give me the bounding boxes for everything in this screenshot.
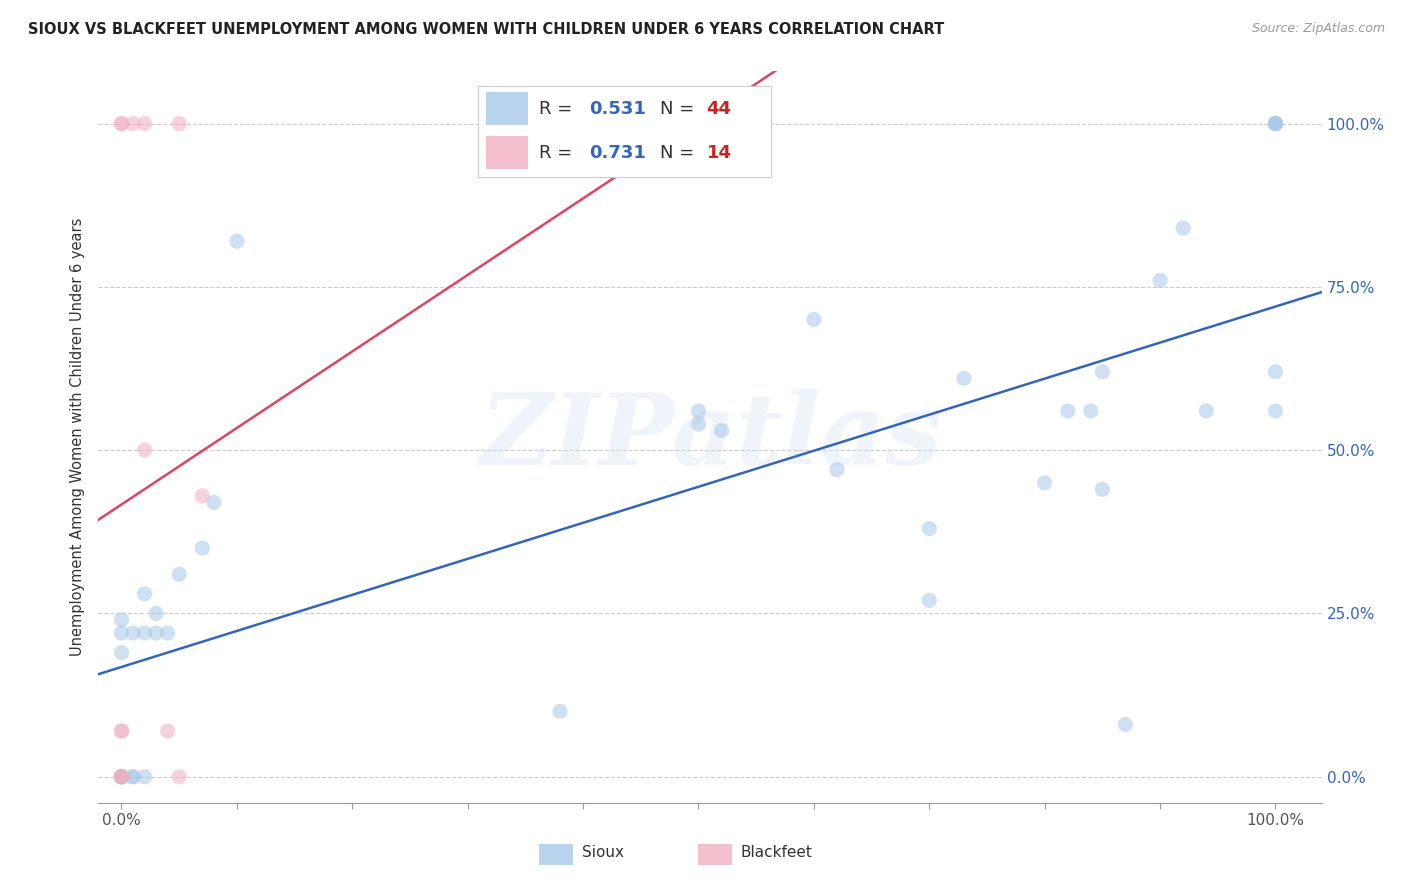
Point [156, 723, 179, 738]
Point [191, 489, 214, 503]
Point [122, 770, 145, 784]
Point [1264, 117, 1286, 131]
Point [1264, 117, 1286, 131]
Point [1264, 365, 1286, 379]
Point [110, 770, 132, 784]
Point [548, 705, 571, 719]
Point [122, 770, 145, 784]
Point [110, 723, 132, 738]
Point [110, 770, 132, 784]
Point [1264, 117, 1286, 131]
Point [110, 770, 132, 784]
Point [1114, 717, 1136, 731]
Bar [697, 845, 733, 865]
Point [110, 723, 132, 738]
Point [110, 646, 132, 660]
Point [167, 567, 190, 582]
Point [134, 626, 156, 640]
Point [167, 770, 190, 784]
Point [110, 117, 132, 131]
Point [110, 613, 132, 627]
Point [134, 443, 156, 458]
Point [803, 312, 825, 326]
Point [688, 417, 710, 431]
Point [1091, 365, 1114, 379]
Point [145, 607, 167, 621]
Text: Sioux: Sioux [582, 845, 624, 860]
Point [191, 541, 214, 555]
Point [156, 626, 179, 640]
Point [122, 117, 145, 131]
Point [225, 234, 247, 248]
Point [134, 587, 156, 601]
Point [688, 404, 710, 418]
Point [1264, 404, 1286, 418]
Text: Blackfeet: Blackfeet [741, 845, 813, 860]
Point [167, 117, 190, 131]
Point [110, 770, 132, 784]
Point [1149, 273, 1171, 287]
Bar [538, 845, 574, 865]
Point [134, 117, 156, 131]
Point [1195, 404, 1218, 418]
Point [202, 495, 225, 509]
Point [918, 521, 941, 535]
Point [110, 770, 132, 784]
Point [1091, 483, 1114, 497]
Y-axis label: Unemployment Among Women with Children Under 6 years: Unemployment Among Women with Children U… [69, 218, 84, 657]
Point [1033, 475, 1056, 490]
Point [710, 424, 733, 438]
Point [122, 626, 145, 640]
Text: SIOUX VS BLACKFEET UNEMPLOYMENT AMONG WOMEN WITH CHILDREN UNDER 6 YEARS CORRELAT: SIOUX VS BLACKFEET UNEMPLOYMENT AMONG WO… [28, 22, 945, 37]
Point [825, 463, 848, 477]
Point [110, 626, 132, 640]
Point [1056, 404, 1078, 418]
Point [1080, 404, 1102, 418]
Text: Source: ZipAtlas.com: Source: ZipAtlas.com [1251, 22, 1385, 36]
Point [953, 371, 976, 385]
Point [134, 770, 156, 784]
Point [145, 626, 167, 640]
Point [1173, 221, 1195, 235]
Point [918, 593, 941, 607]
Point [110, 770, 132, 784]
Point [1264, 117, 1286, 131]
Text: ZIPatlas: ZIPatlas [479, 389, 941, 485]
Point [110, 117, 132, 131]
Point [110, 770, 132, 784]
